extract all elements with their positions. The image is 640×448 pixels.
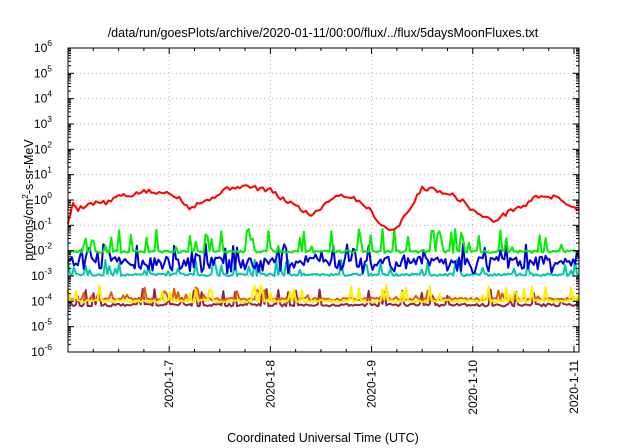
y-tick-label-base: 10 <box>34 66 48 80</box>
x-tick-label: 2020-1-10 <box>466 360 480 415</box>
y-tick-label-exponent: 5 <box>47 63 52 73</box>
y-tick-label-base: 10 <box>34 117 48 131</box>
chart-title: /data/run/goesPlots/archive/2020-01-11/0… <box>108 26 539 40</box>
x-tick-label: 2020-1-11 <box>567 360 581 414</box>
series-line <box>67 286 580 302</box>
y-tick-label: 10-6 <box>31 342 52 359</box>
y-tick-label-base: 10 <box>31 294 45 308</box>
y-tick-label-base: 10 <box>34 168 48 182</box>
y-tick-label: 104 <box>34 89 52 106</box>
y-tick-label-exponent: 6 <box>47 38 52 48</box>
y-tick-label-exponent: -1 <box>44 215 52 225</box>
y-axis-label-unit: protons/cm <box>22 199 36 261</box>
series-line <box>67 258 580 278</box>
x-tick-label: 2020-1-9 <box>365 360 379 408</box>
x-axis: 2020-1-7 2020-1-8 2020-1-9 2020-1-10 2020-1-… <box>92 48 581 415</box>
y-tick-label: 105 <box>34 63 52 80</box>
y-tick-label-exponent: -4 <box>44 291 52 301</box>
y-axis-label-rest: -s-sr-MeV <box>22 139 36 195</box>
y-tick-label: 10-4 <box>31 291 52 308</box>
y-tick-label-base: 10 <box>31 218 45 232</box>
y-tick-label-exponent: 0 <box>47 190 52 200</box>
series-line <box>67 284 580 304</box>
y-axis-label-exponent: 2 <box>20 194 30 199</box>
y-tick-label-base: 10 <box>31 269 45 283</box>
y-tick-label-base: 10 <box>31 345 45 359</box>
y-tick-label-exponent: -2 <box>44 241 52 251</box>
y-tick-label-base: 10 <box>34 193 48 207</box>
series-line <box>67 228 580 254</box>
y-tick-label-base: 10 <box>31 244 45 258</box>
y-tick-label-exponent: 4 <box>47 89 52 99</box>
y-tick-label: 100 <box>34 190 52 207</box>
series-line <box>67 184 580 232</box>
y-tick-label: 10-1 <box>31 215 52 232</box>
series-line <box>67 242 580 275</box>
y-tick-label-exponent: 3 <box>47 114 52 124</box>
x-tick-label: 2020-1-8 <box>263 360 277 408</box>
y-tick-label-base: 10 <box>34 92 48 106</box>
y-tick-label-exponent: -6 <box>44 342 52 352</box>
y-tick-label: 103 <box>34 114 52 131</box>
y-tick-label-exponent: -5 <box>44 317 52 327</box>
y-tick-label-exponent: 1 <box>47 165 52 175</box>
y-tick-label-exponent: -3 <box>44 266 52 276</box>
y-tick-label: 101 <box>34 165 52 182</box>
y-tick-label: 10-3 <box>31 266 52 283</box>
y-tick-label-exponent: 2 <box>47 139 52 149</box>
series-group <box>67 184 580 308</box>
y-tick-label: 10-5 <box>31 317 52 334</box>
y-tick-label-base: 10 <box>31 320 45 334</box>
y-tick-label: 106 <box>34 38 52 55</box>
y-tick-label-base: 10 <box>34 41 48 55</box>
x-axis-label: Coordinated Universal Time (UTC) <box>227 431 419 445</box>
y-tick-label: 10-2 <box>31 241 52 258</box>
x-tick-label: 2020-1-7 <box>162 360 176 408</box>
y-tick-label-base: 10 <box>34 142 48 156</box>
y-tick-label: 102 <box>34 139 52 156</box>
y-axis: 10-610-510-410-310-210-11001011021031041… <box>31 38 579 359</box>
y-axis-label: protons/cm2-s-sr-MeV <box>20 139 36 261</box>
